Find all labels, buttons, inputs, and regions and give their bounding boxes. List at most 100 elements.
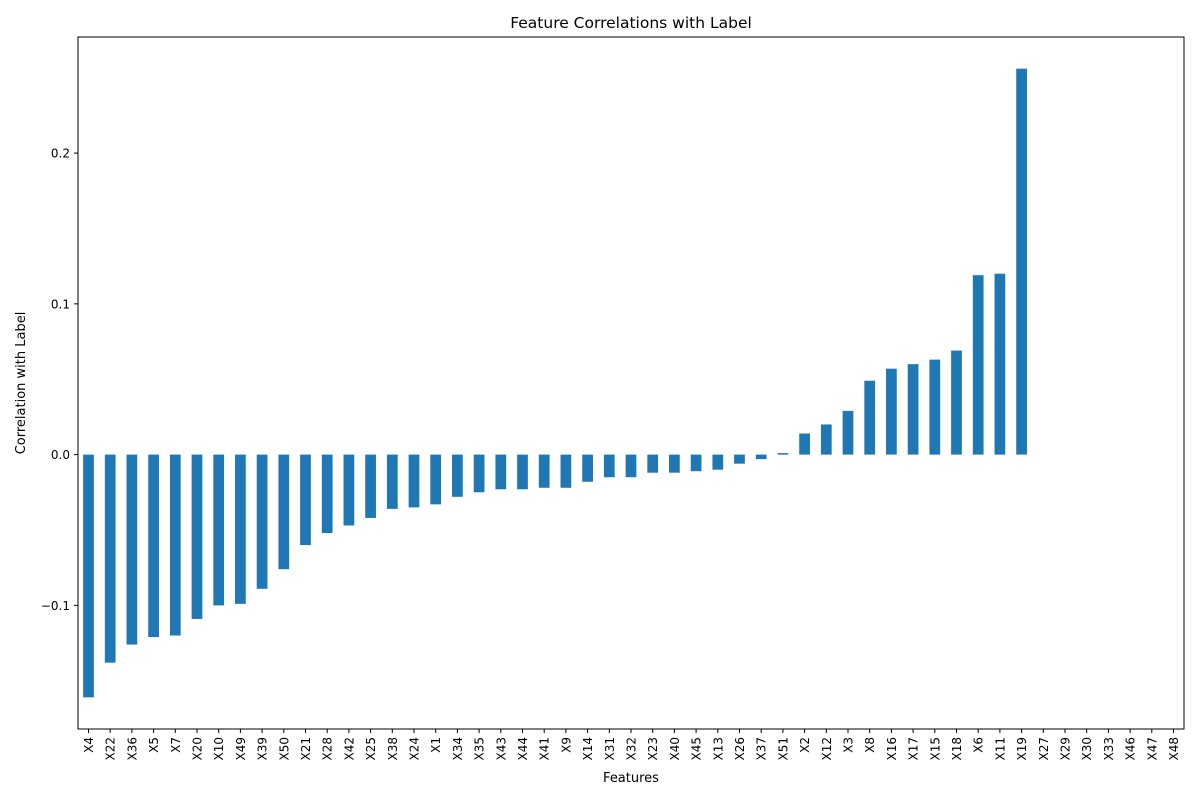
- x-tick-label: X14: [581, 737, 595, 761]
- x-tick-label: X46: [1124, 737, 1138, 761]
- x-tick-label: X16: [885, 737, 899, 761]
- bar-X4: [83, 454, 94, 698]
- bar-X15: [929, 359, 941, 455]
- x-tick-label: X9: [559, 737, 573, 753]
- bar-X17: [907, 364, 919, 455]
- bar-X41: [538, 454, 550, 488]
- bar-X22: [104, 454, 116, 663]
- bar-X2: [799, 433, 810, 455]
- bar-X25: [365, 454, 376, 518]
- bar-X44: [517, 454, 528, 490]
- x-tick-label: X47: [1145, 737, 1159, 761]
- x-tick-label: X24: [408, 737, 422, 761]
- bars: [83, 68, 1027, 698]
- x-tick-label: X7: [169, 737, 183, 753]
- x-tick-label: X42: [342, 737, 356, 761]
- bar-X51: [777, 453, 789, 455]
- y-tick-label: 0.0: [51, 448, 70, 462]
- x-tick-label: X22: [104, 737, 118, 761]
- y-axis-label: Correlation with Label: [14, 312, 29, 455]
- bar-X32: [625, 454, 637, 478]
- bar-X43: [495, 454, 507, 490]
- bar-X40: [669, 454, 680, 473]
- bar-X21: [300, 454, 311, 546]
- x-tick-label: X23: [646, 737, 660, 761]
- bar-X6: [972, 275, 984, 455]
- x-tick-label: X19: [1015, 737, 1029, 761]
- bar-X5: [148, 454, 159, 638]
- chart-title: Feature Correlations with Label: [510, 14, 752, 32]
- bar-X19: [1016, 68, 1027, 455]
- bar-X26: [734, 454, 745, 464]
- x-tick-label: X44: [516, 737, 530, 761]
- bar-X49: [235, 454, 246, 604]
- x-tick-label: X20: [191, 737, 205, 761]
- x-tick-label: X41: [538, 737, 552, 761]
- bar-X7: [169, 454, 181, 636]
- x-tick-label: X50: [277, 737, 291, 761]
- x-tick-label: X2: [798, 737, 812, 753]
- bar-X3: [842, 410, 854, 455]
- x-tick-label: X45: [690, 737, 704, 761]
- x-tick-label: X8: [863, 737, 877, 753]
- x-tick-label: X39: [256, 737, 270, 761]
- x-tick-label: X11: [993, 737, 1007, 761]
- bar-X31: [603, 454, 615, 478]
- x-axis: X4 X22 X36 X5 X7 X20 X10 X49 X39 X50 X21 X28 X42 X25 X…: [82, 729, 1181, 761]
- bar-X38: [386, 454, 398, 509]
- x-tick-label: X25: [364, 737, 378, 761]
- bar-X42: [343, 454, 355, 526]
- x-tick-label: X36: [125, 737, 139, 761]
- x-tick-label: X34: [451, 737, 465, 761]
- x-tick-label: X27: [1037, 737, 1051, 761]
- x-tick-label: X26: [733, 737, 747, 761]
- bar-X12: [820, 424, 832, 455]
- x-tick-label: X4: [82, 737, 96, 753]
- x-tick-label: X13: [711, 737, 725, 761]
- x-tick-label: X12: [820, 737, 834, 761]
- x-axis-label: Features: [603, 771, 659, 786]
- x-tick-label: X38: [386, 737, 400, 761]
- bar-X18: [951, 350, 962, 455]
- bar-X16: [886, 368, 897, 455]
- y-axis: −0.1 0.0 0.1 0.2: [41, 147, 78, 613]
- x-tick-label: X6: [972, 737, 986, 753]
- bar-X37: [755, 454, 767, 460]
- bar-X20: [191, 454, 203, 619]
- x-tick-label: X43: [494, 737, 508, 761]
- bar-X36: [126, 454, 138, 645]
- y-tick-label: −0.1: [41, 599, 70, 613]
- x-tick-label: X1: [429, 737, 443, 753]
- bar-X34: [452, 454, 463, 497]
- x-tick-label: X15: [928, 737, 942, 761]
- bar-X10: [213, 454, 225, 606]
- y-tick-label: 0.2: [51, 147, 70, 161]
- x-tick-label: X3: [842, 737, 856, 753]
- bar-X13: [712, 454, 724, 470]
- x-tick-label: X49: [234, 737, 248, 761]
- x-tick-label: X17: [907, 737, 921, 761]
- x-tick-label: X35: [473, 737, 487, 761]
- bar-X35: [473, 454, 485, 493]
- bar-X50: [278, 454, 290, 570]
- x-tick-label: X30: [1080, 737, 1094, 761]
- x-tick-label: X18: [950, 737, 964, 761]
- x-tick-label: X51: [776, 737, 790, 761]
- x-tick-label: X5: [147, 737, 161, 753]
- x-tick-label: X33: [1102, 737, 1116, 761]
- bar-X24: [408, 454, 420, 508]
- x-tick-label: X40: [668, 737, 682, 761]
- bar-X23: [647, 454, 659, 473]
- x-tick-label: X48: [1167, 737, 1181, 761]
- bar-X45: [690, 454, 702, 472]
- bar-X14: [582, 454, 593, 482]
- x-tick-label: X21: [299, 737, 313, 761]
- x-tick-label: X37: [755, 737, 769, 761]
- bar-X8: [864, 380, 876, 455]
- x-tick-label: X28: [321, 737, 335, 761]
- y-tick-label: 0.1: [51, 297, 70, 311]
- bar-X39: [256, 454, 268, 589]
- x-tick-label: X29: [1059, 737, 1073, 761]
- x-tick-label: X32: [625, 737, 639, 761]
